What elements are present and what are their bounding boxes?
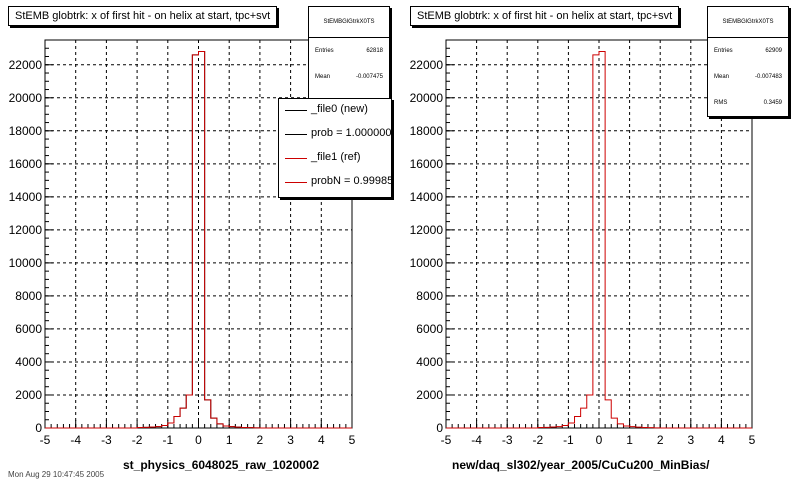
left-x-tick-label-0: -5	[40, 433, 51, 447]
left-y-tick-label-10: 20000	[9, 91, 43, 105]
right-stats-mean-value: -0.007483	[754, 74, 782, 80]
legend-entry-file0: _file0 (new)	[279, 99, 391, 123]
legend-line-icon	[285, 182, 307, 183]
left-x-axis-caption: st_physics_6048025_raw_1020002	[123, 458, 320, 472]
legend-label-file0: _file0 (new)	[311, 103, 368, 115]
right-y-tick-label-3: 6000	[416, 322, 443, 336]
right-y-tick-label-9: 18000	[410, 124, 444, 138]
legend-entry-prob: prob = 1.000000	[279, 123, 391, 147]
legend-entry-file1: _file1 (ref)	[279, 147, 391, 171]
left-stats-row-entries: Entries 62818	[309, 38, 389, 64]
left-x-tick-label-4: -1	[162, 433, 173, 447]
right-x-tick-label-10: 5	[749, 433, 756, 447]
right-x-tick-label-8: 3	[687, 433, 694, 447]
right-y-tick-label-7: 14000	[410, 190, 444, 204]
footer-timestamp: Mon Aug 29 10:47:45 2005	[8, 470, 105, 479]
left-series-1-line	[45, 51, 352, 429]
right-stats-rms-value: 0.3459	[763, 100, 782, 106]
right-x-tick-label-4: -1	[563, 433, 574, 447]
legend-line-icon	[285, 158, 307, 159]
left-stats-entries-label: Entries	[315, 48, 334, 54]
right-stats-entries-label: Entries	[714, 48, 733, 54]
right-stats-entries-value: 62909	[765, 48, 782, 54]
left-x-tick-label-8: 3	[287, 433, 294, 447]
right-stats-rms-label: RMS	[714, 100, 728, 106]
right-stats-row-rms: RMS 0.3459	[708, 90, 788, 116]
left-y-tick-label-2: 4000	[15, 355, 42, 369]
right-stats-row-mean: Mean -0.007483	[708, 64, 788, 90]
right-y-tick-label-5: 10000	[410, 256, 444, 270]
right-x-tick-label-6: 1	[626, 433, 633, 447]
right-y-tick-label-6: 12000	[410, 223, 444, 237]
left-histogram-title: StEMB globtrk: x of first hit - on helix…	[8, 6, 278, 26]
right-x-tick-label-9: 4	[718, 433, 725, 447]
left-y-tick-label-3: 6000	[15, 322, 42, 336]
right-x-tick-label-7: 2	[657, 433, 664, 447]
left-y-tick-label-6: 12000	[9, 223, 43, 237]
right-y-tick-label-1: 2000	[416, 388, 443, 402]
right-stats-mean-label: Mean	[714, 74, 730, 80]
right-x-tick-label-2: -3	[502, 433, 513, 447]
legend-label-probn: probN = 0.999850	[311, 175, 392, 187]
left-stats-box: StEMBGlGtrkX0TS Entries 62818 Mean -0.00…	[308, 6, 390, 101]
right-stats-row-entries: Entries 62909	[708, 38, 788, 64]
left-stats-entries-value: 62818	[366, 48, 383, 54]
left-y-tick-label-11: 22000	[9, 58, 43, 72]
right-y-tick-label-10: 20000	[410, 91, 444, 105]
left-stats-mean-value: -0.007475	[355, 74, 383, 80]
right-x-tick-label-0: -5	[441, 433, 452, 447]
right-y-tick-label-2: 4000	[416, 355, 443, 369]
right-x-tick-label-1: -4	[471, 433, 482, 447]
left-y-tick-label-0: 0	[35, 421, 42, 435]
left-y-tick-label-1: 2000	[15, 388, 42, 402]
left-y-tick-label-4: 8000	[15, 289, 42, 303]
right-series-0-line	[446, 51, 752, 429]
left-legend: _file0 (new) prob = 1.000000 _file1 (ref…	[278, 98, 392, 198]
right-histogram-title: StEMB globtrk: x of first hit - on helix…	[410, 6, 680, 26]
left-y-tick-label-5: 10000	[9, 256, 43, 270]
left-x-tick-label-2: -3	[101, 433, 112, 447]
left-x-tick-label-5: 0	[195, 433, 202, 447]
left-x-tick-label-6: 1	[226, 433, 233, 447]
right-x-tick-label-3: -2	[532, 433, 543, 447]
left-stats-name: StEMBGlGtrkX0TS	[309, 7, 389, 38]
right-stats-box: StEMBGlGtrkX0TS Entries 62909 Mean -0.00…	[707, 6, 789, 117]
left-y-tick-label-8: 16000	[9, 157, 43, 171]
left-x-tick-label-9: 4	[318, 433, 325, 447]
left-y-tick-label-7: 14000	[9, 190, 43, 204]
legend-line-icon	[285, 134, 307, 135]
left-stats-row-mean: Mean -0.007475	[309, 64, 389, 90]
right-y-tick-label-4: 8000	[416, 289, 443, 303]
left-x-tick-label-10: 5	[349, 433, 356, 447]
right-y-tick-label-11: 22000	[410, 58, 444, 72]
legend-line-icon	[285, 110, 307, 111]
left-y-tick-label-9: 18000	[9, 124, 43, 138]
legend-entry-probn: probN = 0.999850	[279, 171, 391, 195]
legend-label-file1: _file1 (ref)	[311, 151, 361, 163]
left-stats-mean-label: Mean	[315, 74, 331, 80]
right-x-axis-caption: new/daq_sl302/year_2005/CuCu200_MinBias/	[452, 458, 710, 472]
right-x-tick-label-5: 0	[596, 433, 603, 447]
left-x-tick-label-1: -4	[70, 433, 81, 447]
legend-label-prob: prob = 1.000000	[311, 127, 392, 139]
left-x-tick-label-7: 2	[257, 433, 264, 447]
right-y-tick-label-8: 16000	[410, 157, 444, 171]
left-x-tick-label-3: -2	[132, 433, 143, 447]
right-stats-name: StEMBGlGtrkX0TS	[708, 7, 788, 38]
right-y-tick-label-0: 0	[436, 421, 443, 435]
